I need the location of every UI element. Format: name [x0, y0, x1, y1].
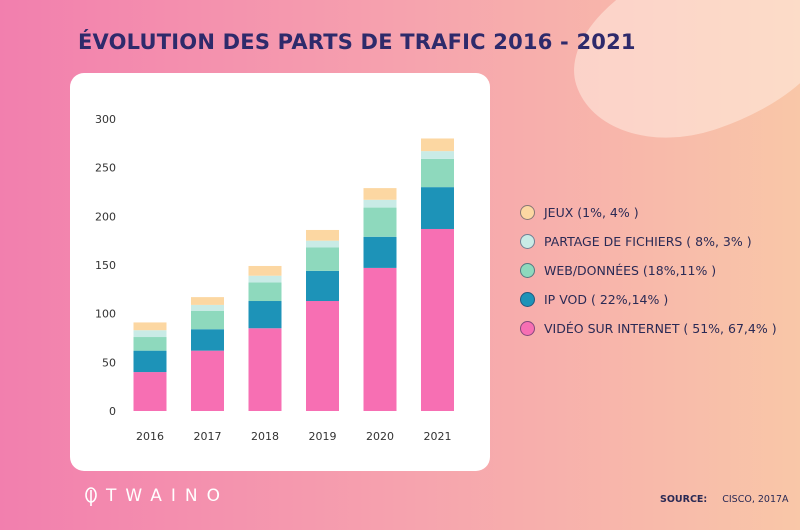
bar-2018-jeux	[248, 265, 282, 276]
bar-2018-web-donnees	[248, 282, 282, 302]
legend-label-jeux: JEUX (1%, 4% )	[544, 205, 639, 220]
legend-label-partage-de-fichiers: PARTAGE DE FICHIERS ( 8%, 3% )	[544, 234, 752, 249]
legend-swatch-web-donnees	[520, 263, 535, 278]
bar-2019-ip-vod	[306, 270, 339, 302]
bar-2019-video-sur-internet	[306, 301, 339, 411]
chart-legend: JEUX (1%, 4% ) PARTAGE DE FICHIERS ( 8%,…	[520, 198, 777, 343]
chart-title: ÉVOLUTION DES PARTS DE TRAFIC 2016 - 202…	[78, 30, 636, 54]
bar-2016-web-donnees	[133, 337, 167, 351]
bar-2018-ip-vod	[248, 301, 282, 329]
legend-item-video-sur-internet: VIDÉO SUR INTERNET ( 51%, 67,4% )	[520, 314, 777, 343]
source-note: SOURCE: CISCO, 2017A	[660, 494, 789, 505]
bar-2017-partage-de-fichiers	[191, 304, 224, 311]
legend-swatch-partage-de-fichiers	[520, 234, 535, 249]
bar-2017-web-donnees	[191, 310, 224, 330]
bar-2020-web-donnees	[363, 207, 397, 237]
legend-item-jeux: JEUX (1%, 4% )	[520, 198, 777, 227]
bar-2021-partage-de-fichiers	[421, 151, 454, 159]
bar-2020-jeux	[363, 188, 397, 200]
y-tick-label-50: 50	[102, 356, 116, 369]
bar-2019-web-donnees	[306, 247, 339, 271]
source-value: CISCO, 2017A	[722, 494, 789, 505]
stacked-bar-chart: 0 50 100 150 200 250 300 2016 2017 2018 2019 2020 20…	[95, 113, 454, 443]
decorative-blob	[550, 0, 800, 167]
legend-item-partage-de-fichiers: PARTAGE DE FICHIERS ( 8%, 3% )	[520, 227, 777, 256]
bar-2021-jeux	[421, 138, 454, 152]
legend-swatch-ip-vod	[520, 292, 535, 307]
bar-2020-video-sur-internet	[363, 267, 397, 411]
bar-2020-partage-de-fichiers	[363, 199, 397, 208]
bar-2020-ip-vod	[363, 236, 397, 268]
chart-card: 0 50 100 150 200 250 300 2016 2017 2018 2019 2020 20…	[70, 73, 490, 471]
source-label: SOURCE:	[660, 494, 708, 505]
bar-2021-video-sur-internet	[421, 228, 454, 411]
x-tick-label-2019: 2019	[309, 430, 337, 443]
bar-2018-partage-de-fichiers	[248, 275, 282, 283]
brand-name: TWAINO	[106, 486, 230, 506]
legend-swatch-jeux	[520, 205, 535, 220]
legend-label-web-donnees: WEB/DONNÉES (18%,11% )	[544, 263, 717, 278]
bar-2021-web-donnees	[421, 158, 454, 188]
legend-item-ip-vod: IP VOD ( 22%,14% )	[520, 285, 777, 314]
x-tick-label-2021: 2021	[424, 430, 452, 443]
twaino-logo: TWAINO	[84, 486, 229, 506]
leaf-icon	[85, 487, 97, 506]
legend-item-web-donnees: WEB/DONNÉES (18%,11% )	[520, 256, 777, 285]
legend-label-ip-vod: IP VOD ( 22%,14% )	[544, 292, 669, 307]
x-tick-label-2020: 2020	[366, 430, 394, 443]
bar-2016-video-sur-internet	[133, 372, 167, 411]
bar-2017-jeux	[191, 297, 224, 305]
x-tick-label-2018: 2018	[251, 430, 279, 443]
y-tick-label-250: 250	[95, 162, 116, 175]
y-tick-label-100: 100	[95, 308, 116, 321]
bar-2018-video-sur-internet	[248, 328, 282, 411]
y-tick-label-200: 200	[95, 210, 116, 223]
y-tick-label-150: 150	[95, 259, 116, 272]
y-tick-label-0: 0	[109, 405, 116, 418]
bar-2017-video-sur-internet	[191, 350, 224, 411]
x-tick-label-2016: 2016	[136, 430, 164, 443]
bar-2016-partage-de-fichiers	[133, 330, 167, 338]
bar-2016-jeux	[133, 322, 167, 331]
bar-2016-ip-vod	[133, 350, 167, 373]
y-tick-label-300: 300	[95, 113, 116, 126]
x-tick-label-2017: 2017	[194, 430, 222, 443]
bar-2019-jeux	[306, 229, 339, 241]
bar-2019-partage-de-fichiers	[306, 240, 339, 248]
legend-swatch-video-sur-internet	[520, 321, 535, 336]
legend-label-video-sur-internet: VIDÉO SUR INTERNET ( 51%, 67,4% )	[544, 321, 777, 336]
bar-2021-ip-vod	[421, 187, 454, 229]
bar-2017-ip-vod	[191, 329, 224, 351]
